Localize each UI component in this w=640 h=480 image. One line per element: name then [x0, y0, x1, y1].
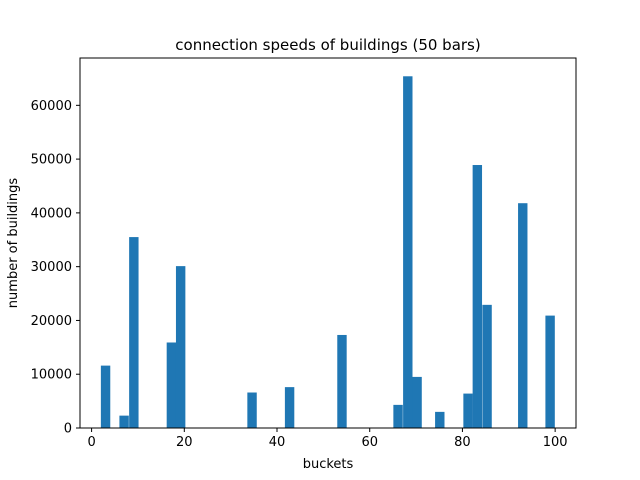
y-axis-ticks: 0 10000 20000 30000 40000 50000 60000 [31, 99, 80, 437]
histogram-bar-5 [247, 392, 257, 428]
y-axis-label: number of buildings [6, 178, 21, 309]
histogram-bar-4 [175, 266, 186, 428]
x-tick-label: 0 [87, 435, 95, 450]
histogram-bar-10 [412, 376, 422, 428]
histogram-bar-7 [337, 334, 347, 428]
y-tick-label: 10000 [31, 368, 72, 383]
histogram-bar-8 [393, 404, 403, 428]
histogram-bar-3 [166, 342, 177, 428]
x-tick-label: 100 [543, 435, 568, 450]
y-tick-label: 30000 [31, 260, 72, 275]
histogram-bar-0 [100, 365, 111, 428]
x-tick-label: 20 [176, 435, 193, 450]
y-tick-label: 40000 [31, 206, 72, 221]
histogram-bar-15 [518, 203, 528, 428]
x-axis-label: buckets [303, 457, 354, 472]
histogram-bar-13 [472, 165, 483, 428]
y-tick-label: 60000 [31, 99, 72, 114]
histogram-bar-9 [403, 76, 413, 428]
bars-group [100, 76, 555, 428]
y-tick-label: 0 [64, 422, 72, 437]
y-tick-label: 20000 [31, 314, 72, 329]
histogram-bar-14 [482, 304, 492, 428]
histogram-bar-2 [129, 237, 139, 428]
histogram-bar-16 [545, 315, 555, 428]
histogram-bar-12 [463, 393, 473, 428]
histogram-bar-6 [284, 387, 295, 428]
y-tick-label: 50000 [31, 153, 72, 168]
plot-frame [79, 57, 577, 429]
chart-title: connection speeds of buildings (50 bars) [175, 36, 480, 54]
x-tick-label: 60 [361, 435, 378, 450]
histogram-bar-11 [435, 411, 445, 428]
x-tick-label: 40 [269, 435, 286, 450]
x-axis-ticks: 0 20 40 60 80 100 [87, 428, 568, 450]
x-tick-label: 80 [454, 435, 471, 450]
histogram-bar-1 [119, 415, 129, 428]
